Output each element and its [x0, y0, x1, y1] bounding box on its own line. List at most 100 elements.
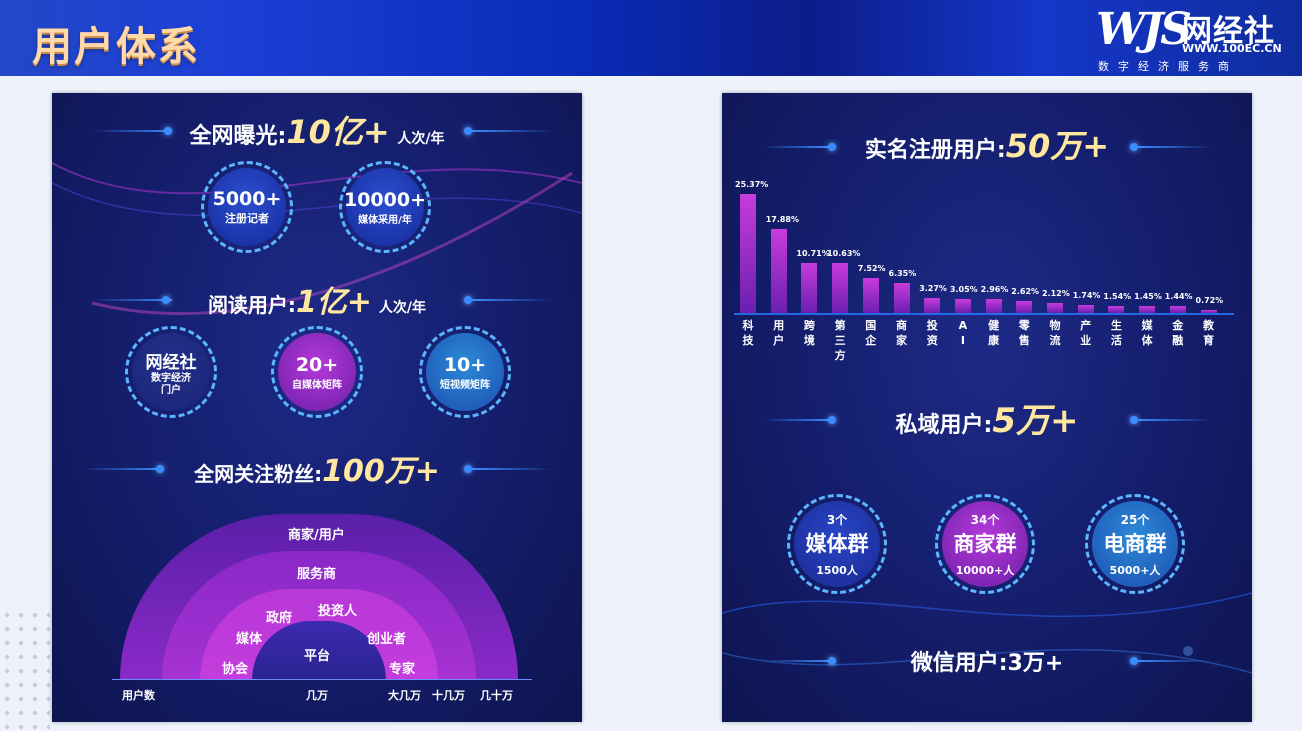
- title-dot-right: [464, 465, 472, 473]
- title-line-right: [472, 130, 552, 132]
- title-line-right: [1138, 146, 1212, 148]
- ring-label: 政府: [266, 611, 293, 626]
- media-adoption-number: 10000+: [343, 188, 427, 211]
- ecommerce-group-name: 电商群: [1103, 531, 1167, 556]
- title-dot-right: [1130, 143, 1138, 151]
- bar-value-label: 1.54%: [1103, 291, 1132, 301]
- registered-label: 实名注册用户:: [864, 138, 1006, 163]
- exposure-label: 全网曝光:: [189, 124, 287, 149]
- bar-value-label: 1.74%: [1072, 290, 1101, 300]
- header-banner: 用户体系 WJS 网经社 WWW.100EC.CN 数字经济服务商: [0, 0, 1302, 76]
- bar-category-label: 跨境: [803, 319, 815, 347]
- page-title: 用户体系: [32, 24, 200, 70]
- industry-bar-chart: 25.37% 科技 17.88% 用户 10.71% 跨境 10.63% 第三方 7.52% 国企…: [722, 93, 1252, 393]
- title-dot-right: [1130, 657, 1138, 665]
- readers-value: 1亿+: [295, 285, 372, 320]
- axis-label: 几万: [306, 689, 328, 702]
- self-media-circle: 20+ 自媒体矩阵: [271, 326, 363, 418]
- title-line-right: [1138, 660, 1212, 662]
- registered-title: 实名注册用户:50万+: [722, 121, 1252, 167]
- bar-健康: [985, 299, 1002, 313]
- portal-number: 网经社: [145, 352, 197, 373]
- title-line-left: [82, 468, 162, 470]
- fans-label: 全网关注粉丝:: [194, 462, 323, 486]
- bar-value-label: 2.62%: [1011, 286, 1040, 296]
- title-line-left: [92, 130, 172, 132]
- ring-label: 协会: [222, 662, 249, 677]
- media-group-count: 3个: [826, 512, 848, 527]
- self-media-caption: 自媒体矩阵: [292, 379, 342, 391]
- short-video-circle: 10+ 短视频矩阵: [419, 326, 511, 418]
- title-line-right: [472, 468, 552, 470]
- left-panel: 全网曝光:10亿+ 人次/年 5000+ 注册记者 10000+ 媒体采用/年 …: [52, 93, 582, 722]
- merchant-group-members: 10000+人: [955, 563, 1015, 577]
- swoosh-decoration: [52, 162, 582, 316]
- title-line-left: [762, 419, 830, 421]
- bar-物流: [1047, 303, 1063, 313]
- title-dot-left: [828, 143, 836, 151]
- bar-零售: [1016, 300, 1033, 313]
- logo-tagline: 数字经济服务商: [1098, 60, 1238, 73]
- bar-category-label: 教育: [1203, 319, 1214, 347]
- readers-unit: 人次/年: [378, 300, 427, 316]
- logo-name: 网经社: [1182, 14, 1275, 49]
- title-dot-right: [464, 127, 472, 135]
- bar-value-label: 25.37%: [735, 179, 769, 189]
- readers-label: 阅读用户:: [207, 293, 296, 317]
- ring-label: 专家: [389, 662, 416, 677]
- ecommerce-group-circle: 25个 电商群 5000+人: [1085, 494, 1185, 594]
- bar-category-label: 生活: [1110, 319, 1122, 347]
- bar-category-label: 第三方: [834, 319, 846, 362]
- bar-科技: [740, 193, 756, 313]
- wave-decoration: [722, 592, 1252, 674]
- bar-跨境: [801, 262, 818, 313]
- bar-value-label: 10.63%: [827, 249, 861, 259]
- logo-url: WWW.100EC.CN: [1182, 42, 1282, 55]
- wechat-value: 3万+: [1007, 651, 1064, 676]
- bar-value-label: 3.05%: [949, 284, 978, 294]
- private-value: 5万+: [992, 401, 1079, 441]
- bar-category-label: 健康: [988, 319, 1000, 347]
- portal-caption: 数字经济 门户: [151, 372, 191, 396]
- bar-value-label: 6.35%: [888, 269, 917, 279]
- bar-商家: [893, 283, 910, 313]
- bar-产业: [1077, 304, 1094, 313]
- title-dot-left: [828, 416, 836, 424]
- bar-第三方: [832, 263, 849, 313]
- ecommerce-group-members: 5000+人: [1109, 563, 1161, 577]
- bar-category-label: 零售: [1018, 319, 1030, 347]
- bar-value-label: 1.45%: [1134, 292, 1162, 302]
- title-dot-left: [162, 296, 170, 304]
- fans-title: 全网关注粉丝:100万+: [52, 446, 582, 490]
- title-line-left: [762, 660, 830, 662]
- ecommerce-group-count: 25个: [1120, 512, 1150, 527]
- media-adoption-circle: 10000+ 媒体采用/年: [339, 161, 431, 253]
- bar-category-label: 商家: [896, 319, 907, 347]
- media-group-name: 媒体群: [805, 531, 869, 556]
- merchant-group-circle: 34个 商家群 10000+人: [935, 494, 1035, 594]
- bar-媒体: [1139, 306, 1156, 313]
- bar-category-label: 用户: [773, 319, 785, 347]
- bar-category-label: 投资: [926, 319, 938, 347]
- short-video-number: 10+: [443, 353, 487, 376]
- bar-金融: [1169, 306, 1186, 313]
- bar-AI: [954, 298, 971, 313]
- axis-label: 十几万: [432, 689, 465, 702]
- wechat-label: 微信用户:: [910, 651, 1008, 676]
- bar-国企: [862, 277, 879, 313]
- ring-label: 服务商: [297, 567, 337, 582]
- fans-value: 100万+: [322, 454, 440, 489]
- reporters-caption: 注册记者: [225, 212, 269, 225]
- title-line-right: [472, 299, 552, 301]
- bar-投资: [924, 297, 941, 313]
- short-video-caption: 短视频矩阵: [440, 379, 490, 391]
- exposure-value: 10亿+: [286, 113, 390, 151]
- title-line-left: [92, 299, 172, 301]
- registered-value: 50万+: [1005, 127, 1110, 165]
- title-dot-right: [1130, 416, 1138, 424]
- bar-value-label: 3.27%: [919, 283, 947, 293]
- title-dot-left: [828, 657, 836, 665]
- reporters-number: 5000+: [212, 188, 282, 210]
- bar-value-label: 7.52%: [857, 263, 886, 273]
- reporters-circle: 5000+ 注册记者: [201, 161, 293, 253]
